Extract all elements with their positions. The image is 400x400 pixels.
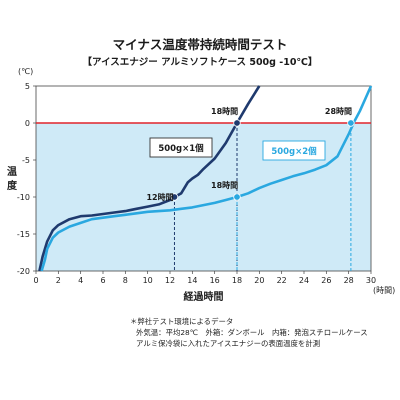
y-tick-label: -20 [17,267,30,276]
x-tick-label: 6 [100,276,105,285]
x-tick-label: 20 [254,276,264,285]
annotation-label: 12時間 [146,192,173,202]
series-line-2 [40,85,373,272]
x-tick-label: 16 [210,276,220,285]
annotation-marker [347,119,355,127]
series-label-2: 500g×2個 [271,146,317,157]
x-tick-label: 30 [366,276,376,285]
y-tick-label: 5 [25,82,30,91]
series-label-1: 500g×1個 [158,143,204,154]
x-tick-label: 26 [321,276,331,285]
y-axis-unit: (℃) [18,67,33,76]
series-line-1 [38,85,261,272]
note-line-2: 外気温：平均28℃ 外箱：ダンボール 内箱：発泡スチロールケース [136,328,368,337]
x-axis-unit: (時間) [373,286,395,295]
plot-frame [35,85,372,272]
annotation-label: 18時間 [211,106,238,116]
x-tick-label: 12 [165,276,175,285]
x-tick-label: 8 [123,276,128,285]
annotation-marker [233,119,241,127]
y-axis-label: 温度 [7,165,18,192]
x-tick-label: 22 [277,276,287,285]
chart-title: マイナス温度帯持続時間テスト [112,37,288,52]
x-tick-label: 28 [344,276,354,285]
y-tick-label: -5 [22,156,30,165]
y-tick-label: -10 [17,193,30,202]
x-tick-label: 2 [56,276,61,285]
annotation-label: 28時間 [325,106,352,116]
y-tick-label: -15 [17,230,30,239]
x-tick-label: 10 [143,276,153,285]
series-label-box-1 [149,137,213,158]
x-tick-label: 18 [232,276,242,285]
x-axis-label: 経過時間 [184,290,224,303]
y-tick-label: 0 [25,119,30,128]
x-tick-label: 0 [33,276,38,285]
x-tick-label: 4 [78,276,83,285]
x-tick-label: 14 [187,276,197,285]
note-line-1: ＊弊社テスト環境によるデータ [130,317,234,326]
annotation-marker [233,193,241,201]
x-tick-label: 24 [299,276,309,285]
annotation-marker [170,193,179,201]
annotation-label: 18時間 [211,180,238,190]
note-line-3: アルミ保冷袋に入れたアイスエナジーの表面温度を計測 [136,339,321,348]
series-label-box-2 [262,140,326,161]
chart-subtitle: 【アイスエナジー アルミソフトケース 500g -10℃】 [82,57,318,68]
